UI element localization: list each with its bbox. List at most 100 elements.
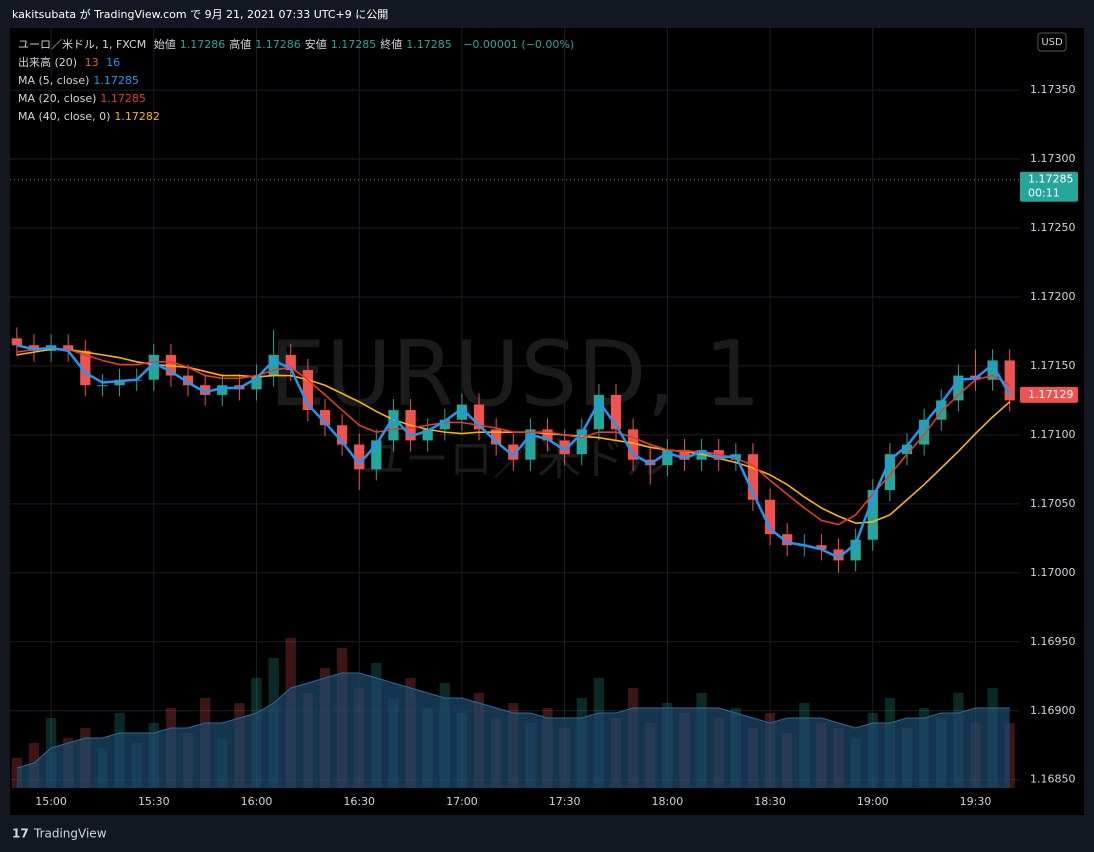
candle-body (525, 429, 536, 460)
ma-line (16, 347, 1011, 526)
y-tick-label: 1.16850 (1030, 773, 1076, 786)
x-tick-label: 17:00 (446, 795, 478, 808)
candle-body (63, 345, 74, 351)
candle-body (302, 370, 313, 411)
candle-body (80, 350, 91, 386)
ohlc-label: 始値 (153, 38, 176, 51)
y-tick-label: 1.17250 (1030, 221, 1076, 234)
y-tick-label: 1.16950 (1030, 635, 1076, 648)
candle-body (217, 385, 228, 395)
ma-value: 1.17285 (93, 74, 139, 87)
candle-body (867, 490, 878, 540)
y-tick-label: 1.17300 (1030, 152, 1076, 165)
price-axis (1020, 28, 1084, 788)
x-tick-label: 15:00 (35, 795, 67, 808)
y-tick-label: 1.17000 (1030, 566, 1076, 579)
candle-body (1004, 360, 1015, 401)
ma-legend: MA (5, close) 1.17285 MA (20, close) 1.1728… (18, 72, 578, 126)
y-tick-label: 1.17050 (1030, 497, 1076, 510)
x-tick-label: 17:30 (549, 795, 581, 808)
ma-value: 1.17285 (100, 92, 146, 105)
candle-body (953, 375, 964, 401)
candle-body (576, 429, 587, 455)
candle-body (251, 375, 262, 390)
currency: USD (1041, 37, 1063, 48)
candle-body (268, 354, 279, 376)
plot-area (10, 28, 1020, 788)
candle-body (473, 404, 485, 430)
volume-ma-fill (16, 673, 1010, 788)
candle-body (28, 345, 40, 351)
ohlc-label: 終値 (380, 38, 403, 51)
ohlc-value: 1.17286 (255, 38, 301, 51)
price-tag (1020, 386, 1078, 403)
candle-body (439, 419, 450, 430)
y-tick-label: 1.17350 (1030, 83, 1076, 96)
publish-info: kakitsubata が TradingView.com で 9月 21, 2… (12, 7, 388, 21)
x-tick-label: 18:00 (652, 795, 684, 808)
time-axis (10, 788, 1084, 815)
ma-value: 1.17282 (114, 110, 160, 123)
candle-body (987, 360, 998, 380)
candle-body (901, 444, 913, 455)
candle-body (850, 539, 861, 561)
ohlc-value: 1.17286 (179, 38, 226, 51)
candle-body (285, 354, 296, 371)
candle-body (491, 429, 502, 445)
y-tick-label: 1.17100 (1030, 428, 1076, 441)
candle-body (422, 429, 433, 441)
candle-body (816, 545, 827, 550)
price-tag-countdown: 00:11 (1028, 187, 1060, 200)
candle-body (371, 440, 382, 470)
change: −0.00001 (−0.00%) (463, 38, 575, 51)
currency-box (1037, 32, 1067, 52)
ma-row: MA (40, close, 0) 1.17282 (18, 108, 578, 126)
x-tick-label: 18:30 (754, 795, 786, 808)
ma-name: MA (20, close) (18, 92, 97, 105)
ma-line (16, 344, 1011, 559)
candle-body (182, 375, 194, 386)
volume-ma-line (16, 672, 1010, 769)
ohlc-label: 高値 (229, 38, 252, 51)
candle-body (679, 450, 690, 460)
candle-body (11, 338, 22, 346)
x-tick-label: 15:30 (138, 795, 170, 808)
brand-logo: 17 (12, 827, 29, 841)
candle-body (97, 385, 108, 387)
candle-body (456, 404, 468, 420)
x-tick-label: 16:30 (343, 795, 375, 808)
x-tick-label: 19:00 (857, 795, 889, 808)
y-tick-label: 1.17150 (1030, 359, 1076, 372)
symbol-row: ユーロ／米ドル, 1, FXCM 始値 1.17286 高値 1.17286 安値 1.1… (18, 36, 578, 54)
price-tag-label: 1.17129 (1028, 388, 1074, 401)
ma-row: MA (5, close) 1.17285 (18, 72, 578, 90)
candle-body (336, 425, 348, 445)
candle-body (833, 549, 844, 561)
y-tick-label: 1.16900 (1030, 704, 1076, 717)
candle-body (593, 394, 605, 430)
candle-body (508, 444, 519, 460)
candle-body (200, 385, 211, 395)
candle-body (662, 450, 673, 466)
candle-body (747, 454, 759, 500)
candle-body (542, 429, 553, 441)
price-tag-label: 1.17285 (1028, 173, 1074, 186)
candle-body (627, 429, 639, 460)
candle-body (610, 394, 622, 430)
symbol: ユーロ／米ドル, 1, FXCM (18, 38, 147, 51)
candle-body (764, 499, 776, 535)
brand: TradingView (33, 827, 107, 841)
candle-body (148, 354, 159, 380)
ohlc-label: 安値 (304, 38, 327, 51)
candle-body (114, 379, 125, 386)
candle-body (936, 400, 947, 420)
candle-body (388, 410, 399, 441)
candle-body (559, 440, 570, 455)
candle-body (884, 454, 896, 491)
x-tick-label: 16:00 (241, 795, 273, 808)
price-tag (1020, 171, 1078, 202)
ma-name: MA (5, close) (18, 74, 90, 87)
candle-body (782, 534, 793, 546)
